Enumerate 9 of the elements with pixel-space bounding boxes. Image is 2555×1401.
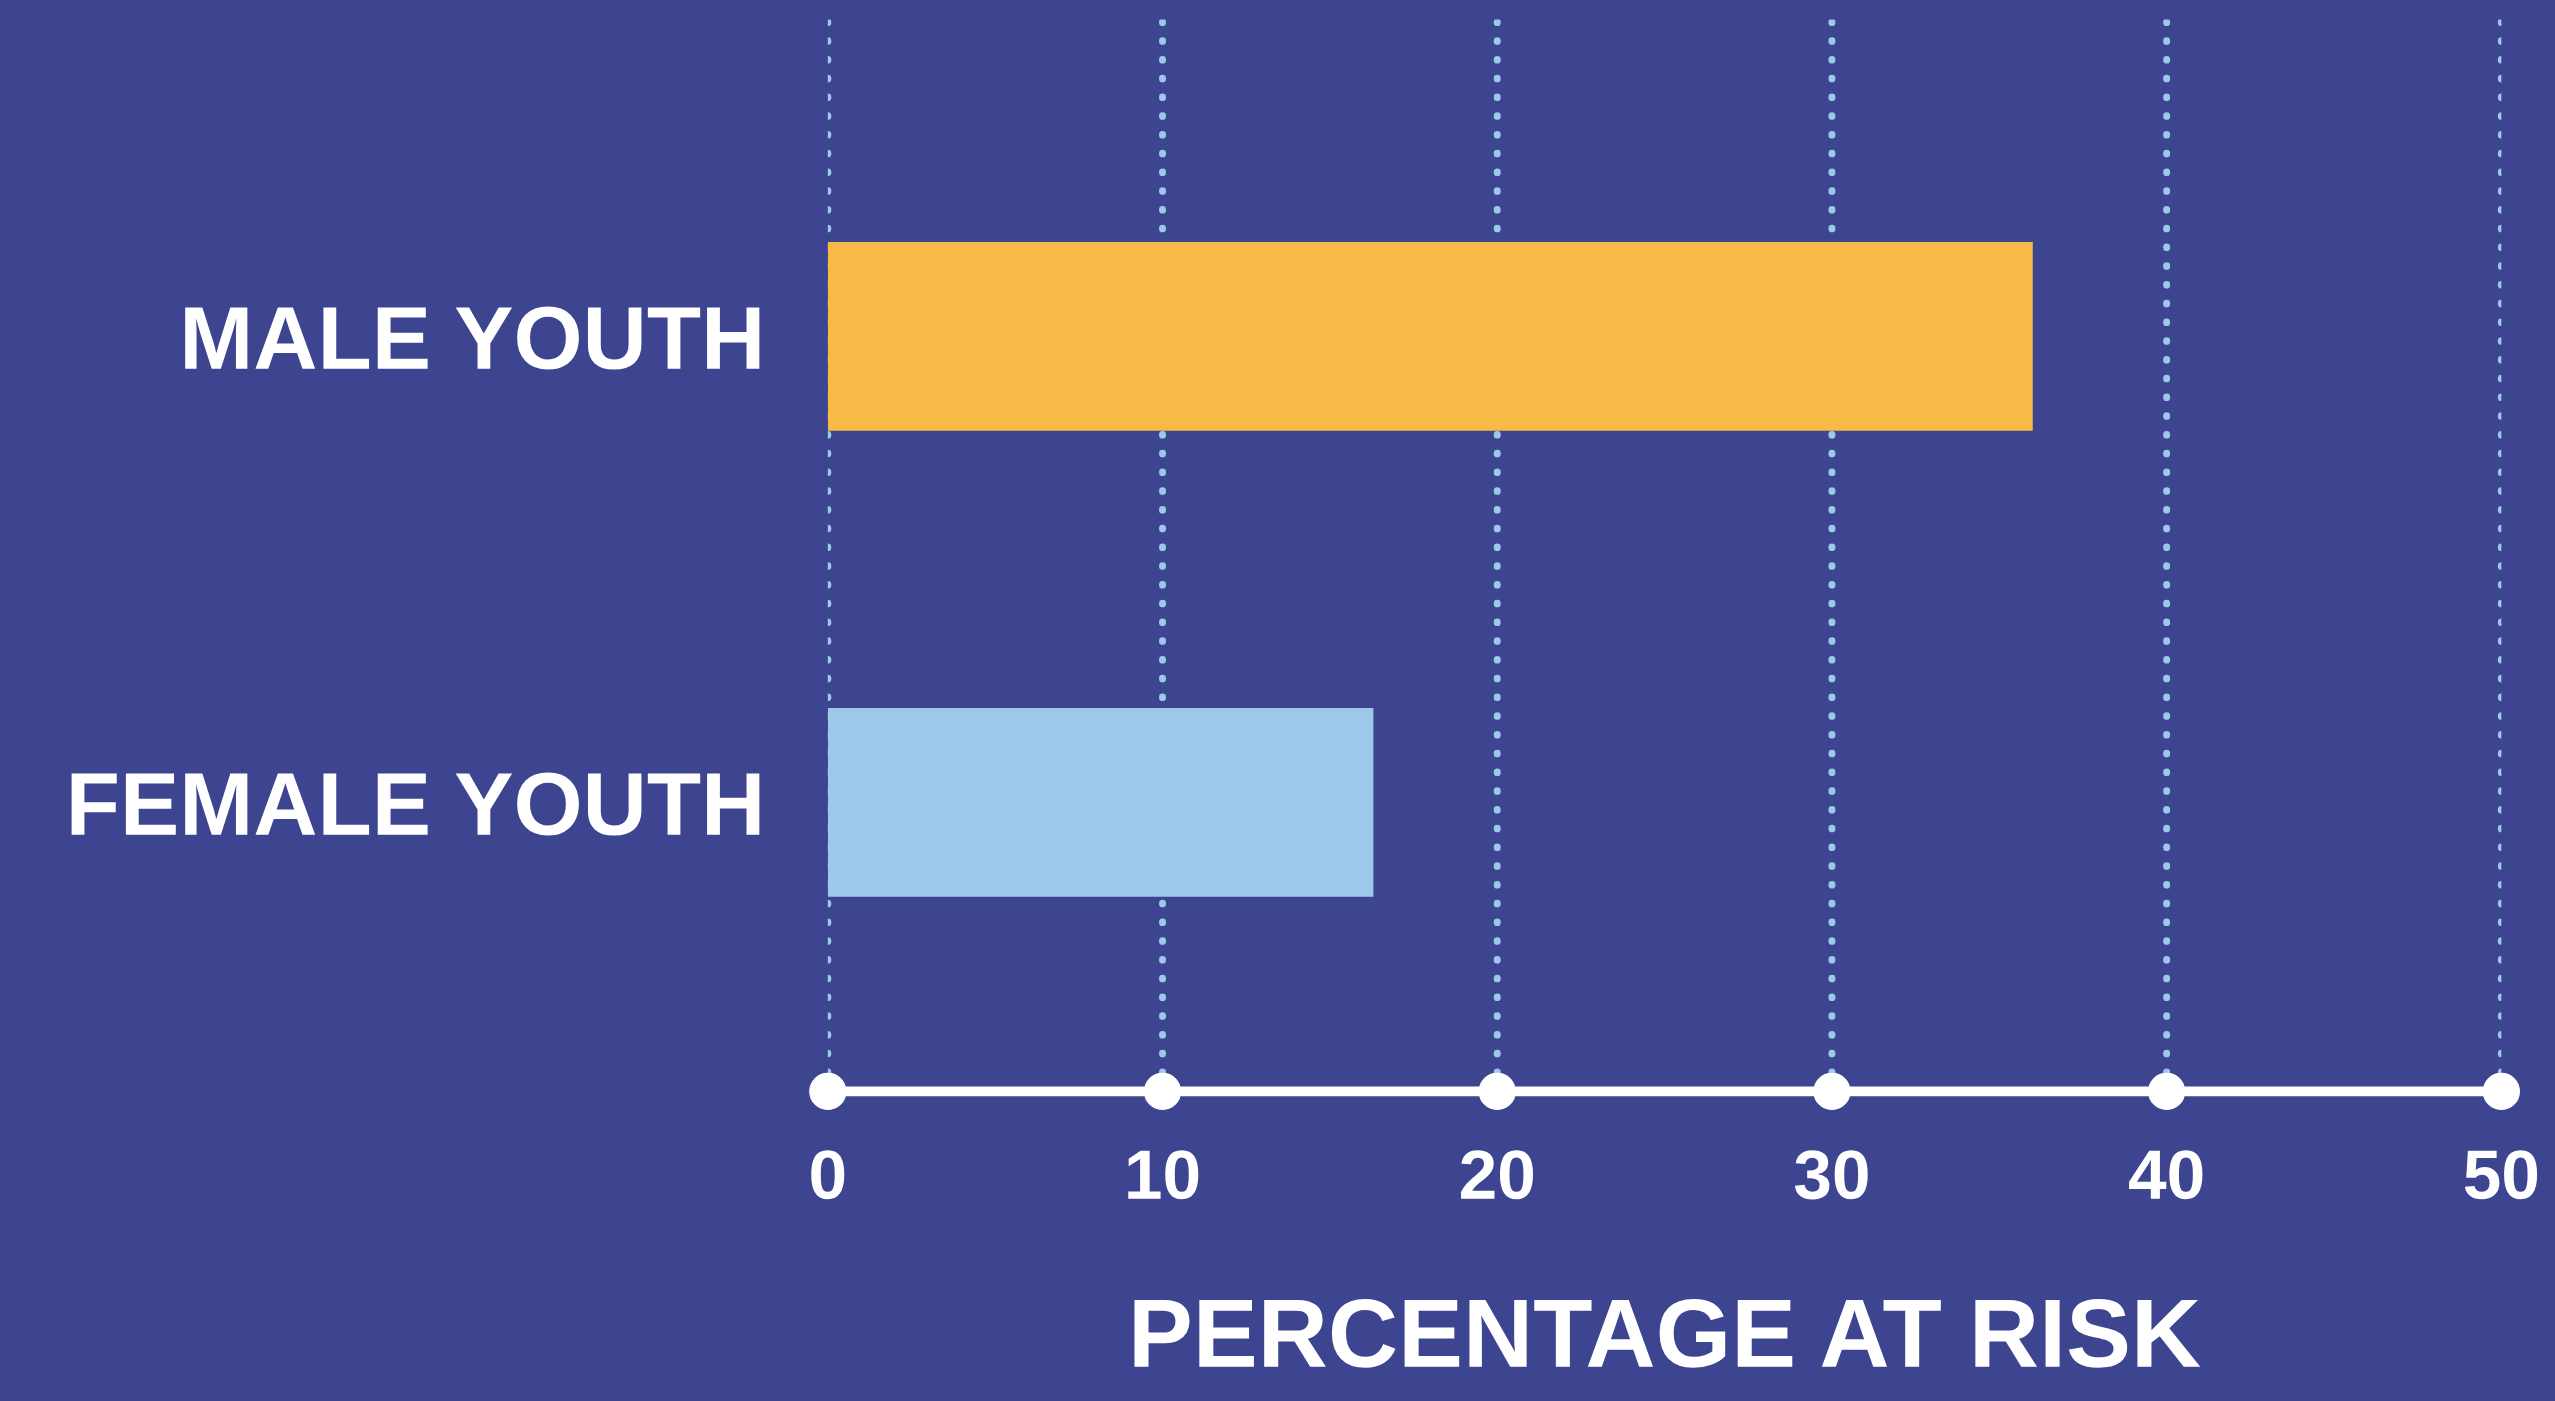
x-tick-label: 20 (1461, 1150, 1534, 1200)
x-tick-label: 50 (2464, 1150, 2538, 1200)
x-axis-title: PERCENTAGE AT RISK (1134, 1298, 2201, 1368)
x-tick-label: 30 (1794, 1150, 1868, 1200)
y-tick-label: MALE YOUTH (185, 306, 760, 370)
x-tick-label: 40 (2129, 1150, 2203, 1200)
y-tick-label: FEMALE YOUTH (71, 772, 760, 836)
x-tick-label: 10 (1128, 1150, 1199, 1200)
x-tick-label: 0 (811, 1150, 845, 1200)
